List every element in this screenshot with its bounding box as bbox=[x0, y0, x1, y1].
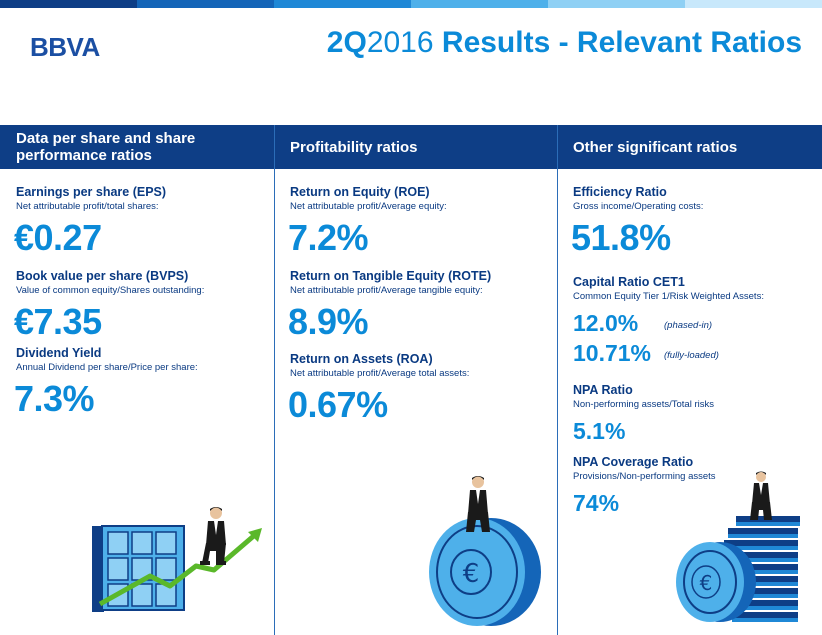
column-divider bbox=[557, 125, 558, 635]
businessman-icon bbox=[750, 471, 772, 520]
bvps-title: Book value per share (BVPS) bbox=[16, 269, 189, 283]
top-bar-segment bbox=[411, 0, 548, 8]
roa-value: 0.67% bbox=[288, 384, 388, 425]
top-bar-segment bbox=[274, 0, 411, 8]
eps-formula: Net attributable profit/total shares: bbox=[16, 201, 159, 212]
column-header-band bbox=[0, 125, 822, 169]
npa-ratio-title: NPA Ratio bbox=[573, 383, 633, 397]
svg-text:€: € bbox=[700, 571, 713, 595]
cet1-phased-in-value: 12.0% bbox=[573, 310, 639, 336]
eps-title: Earnings per share (EPS) bbox=[16, 185, 167, 199]
roa-formula: Net attributable profit/Average total as… bbox=[290, 368, 470, 379]
column-heading-profitability: Profitability ratios bbox=[290, 138, 418, 156]
npa-coverage-value: 74% bbox=[573, 490, 620, 516]
efficiency-value: 51.8% bbox=[571, 217, 671, 258]
column-heading-per-share: Data per share and share performance rat… bbox=[16, 130, 196, 164]
bvps-value: €7.35 bbox=[14, 301, 102, 342]
top-bar-segment bbox=[548, 0, 685, 8]
rote-value: 8.9% bbox=[288, 301, 369, 342]
growth-arrow-icon bbox=[98, 528, 262, 607]
rote-title: Return on Tangible Equity (ROTE) bbox=[290, 269, 492, 283]
title-year: 2016 bbox=[366, 26, 434, 59]
cet1-title: Capital Ratio CET1 bbox=[573, 275, 685, 289]
dividend-yield-value: 7.3% bbox=[14, 378, 95, 419]
dividend-yield-formula: Annual Dividend per share/Price per shar… bbox=[16, 362, 198, 373]
title-quarter: 2Q bbox=[326, 26, 367, 59]
efficiency-formula: Gross income/Operating costs: bbox=[573, 201, 704, 212]
cet1-fully-loaded-value: 10.71% bbox=[573, 340, 652, 366]
efficiency-title: Efficiency Ratio bbox=[573, 185, 667, 199]
npa-ratio-formula: Non-performing assets/Total risks bbox=[573, 399, 714, 410]
svg-text:€: € bbox=[463, 559, 480, 589]
businessman-icon bbox=[200, 507, 226, 565]
businessman-icon bbox=[466, 476, 490, 532]
top-bar-segment bbox=[137, 0, 274, 8]
roa-title: Return on Assets (ROA) bbox=[290, 352, 433, 366]
coin-stacks-icon: € bbox=[676, 516, 800, 622]
npa-coverage-formula: Provisions/Non-performing assets bbox=[573, 471, 716, 482]
column-heading-other: Other significant ratios bbox=[573, 138, 738, 156]
top-color-bar bbox=[0, 0, 822, 8]
title-text: Results - Relevant Ratios bbox=[433, 26, 802, 59]
roe-formula: Net attributable profit/Average equity: bbox=[290, 201, 447, 212]
rote-formula: Net attributable profit/Average tangible… bbox=[290, 285, 483, 296]
npa-coverage-title: NPA Coverage Ratio bbox=[573, 455, 694, 469]
page-title: 2Q2016 Results - Relevant Ratios bbox=[327, 26, 802, 60]
bbva-logo: BBVA bbox=[30, 32, 100, 62]
top-bar-segment bbox=[685, 0, 822, 8]
roe-value: 7.2% bbox=[288, 217, 369, 258]
column-divider bbox=[274, 125, 275, 635]
bvps-formula: Value of common equity/Shares outstandin… bbox=[16, 285, 205, 296]
cet1-formula: Common Equity Tier 1/Risk Weighted Asset… bbox=[573, 291, 764, 302]
cet1-phased-in-note: (phased-in) bbox=[664, 320, 713, 331]
roe-title: Return on Equity (ROE) bbox=[290, 185, 430, 199]
dividend-yield-title: Dividend Yield bbox=[16, 346, 102, 360]
npa-ratio-value: 5.1% bbox=[573, 418, 626, 444]
top-bar-segment bbox=[0, 0, 137, 8]
cet1-fully-loaded-note: (fully-loaded) bbox=[664, 350, 719, 361]
building-chart-icon bbox=[92, 525, 185, 612]
eps-value: €0.27 bbox=[14, 217, 102, 258]
euro-coin-icon: € bbox=[429, 518, 541, 626]
